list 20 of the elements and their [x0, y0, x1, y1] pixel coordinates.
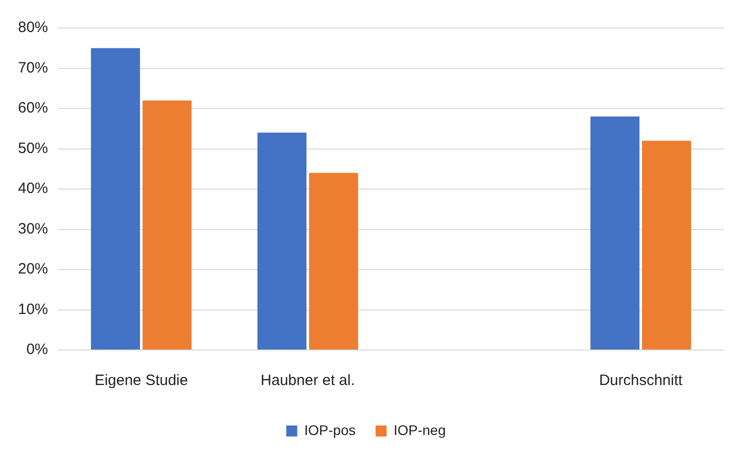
y-tick-label: 80%: [18, 19, 48, 36]
y-tick-label: 70%: [18, 59, 48, 76]
bar: [142, 100, 192, 350]
bar: [642, 140, 692, 350]
x-tick-label: Haubner et al.: [260, 372, 355, 390]
x-tick-label: Eigene Studie: [94, 372, 188, 390]
y-tick-label: 50%: [18, 140, 48, 157]
y-tick-label: 10%: [18, 300, 48, 318]
y-tick-label: 30%: [18, 220, 48, 238]
bar: [590, 116, 640, 350]
legend-label: IOP-pos: [304, 422, 356, 438]
y-tick-label: 40%: [18, 180, 48, 198]
bar: [257, 132, 306, 350]
y-tick-label: 0%: [26, 341, 48, 358]
legend-label: IOP-neg: [394, 422, 446, 438]
y-tick-label: 20%: [18, 260, 48, 278]
x-tick-label: Durchschnitt: [599, 372, 684, 390]
y-tick-label: 60%: [18, 100, 48, 117]
bar: [309, 172, 358, 350]
bar: [90, 48, 140, 350]
